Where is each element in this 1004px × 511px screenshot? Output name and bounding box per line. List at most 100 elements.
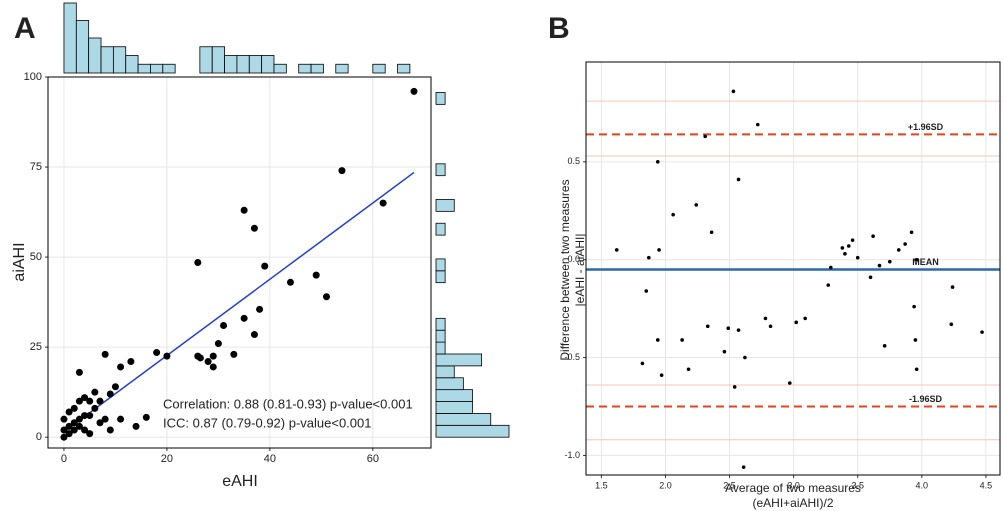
histogram-bar bbox=[199, 46, 213, 74]
data-point bbox=[671, 212, 675, 217]
y-tick-label: 75 bbox=[30, 161, 42, 173]
data-point bbox=[214, 340, 222, 348]
histogram-bar bbox=[435, 270, 446, 284]
y-axis-label: |eAHI - aiAHI| bbox=[573, 234, 587, 307]
data-point bbox=[196, 354, 204, 362]
histogram-bar bbox=[88, 37, 102, 74]
x-tick-label: 40 bbox=[264, 453, 276, 465]
histogram-bar bbox=[261, 55, 275, 74]
histogram-bar bbox=[435, 401, 473, 414]
data-point bbox=[322, 293, 330, 301]
data-point bbox=[70, 404, 78, 412]
data-point bbox=[680, 338, 684, 342]
x-tick-label: 4.0 bbox=[916, 480, 929, 490]
x-tick-label: 60 bbox=[367, 453, 379, 465]
data-point bbox=[846, 244, 851, 248]
data-point bbox=[240, 314, 248, 322]
data-point bbox=[655, 160, 660, 164]
y-tick-label: 100 bbox=[24, 71, 42, 83]
data-point bbox=[703, 134, 708, 139]
x-axis-label: (eAHI+aiAHI)/2 bbox=[752, 496, 833, 510]
data-point bbox=[220, 322, 228, 330]
data-point bbox=[91, 404, 99, 412]
data-point bbox=[209, 352, 217, 360]
data-point bbox=[410, 87, 418, 95]
panel-label: B bbox=[548, 12, 570, 45]
data-point bbox=[81, 412, 89, 420]
data-point bbox=[843, 252, 847, 256]
y-tick-label: 0 bbox=[36, 431, 42, 443]
y-tick-label: -0.5 bbox=[564, 352, 580, 362]
histogram-bar bbox=[63, 2, 77, 74]
histogram-bar bbox=[162, 63, 176, 74]
data-point bbox=[614, 248, 619, 252]
data-point bbox=[379, 199, 387, 207]
data-point bbox=[787, 381, 792, 385]
y-tick-label: -1.0 bbox=[564, 450, 580, 460]
regression-line bbox=[63, 171, 415, 433]
histogram-bar bbox=[248, 55, 263, 74]
data-point bbox=[794, 320, 799, 325]
data-point bbox=[657, 248, 661, 252]
data-point bbox=[81, 426, 89, 434]
histogram-bar bbox=[435, 365, 455, 379]
data-point bbox=[91, 388, 99, 396]
data-point bbox=[127, 358, 135, 366]
reference-label: -1.96SD bbox=[909, 394, 943, 404]
data-point bbox=[117, 415, 125, 423]
histogram-bar bbox=[435, 92, 446, 105]
data-point bbox=[230, 350, 238, 358]
data-point bbox=[240, 206, 248, 214]
annotation: Correlation: 0.88 (0.81-0.93) p-value<0.… bbox=[163, 396, 413, 411]
data-point bbox=[912, 304, 916, 309]
y-tick-label: 0.0 bbox=[567, 254, 580, 264]
data-point bbox=[96, 419, 104, 427]
x-tick-label: 2.5 bbox=[723, 480, 736, 490]
data-point bbox=[75, 368, 83, 376]
x-tick-label: 2.0 bbox=[659, 480, 672, 490]
histogram-bar bbox=[273, 63, 287, 74]
histogram-bar bbox=[435, 222, 446, 236]
histogram-bar bbox=[100, 46, 114, 74]
data-point bbox=[741, 465, 746, 469]
data-point bbox=[70, 426, 78, 434]
data-point bbox=[86, 430, 94, 438]
data-point bbox=[261, 262, 269, 270]
data-point bbox=[286, 278, 294, 286]
data-point bbox=[763, 316, 768, 321]
data-point bbox=[101, 350, 109, 358]
data-point bbox=[909, 230, 914, 235]
data-point bbox=[914, 367, 919, 372]
panel-label: A bbox=[14, 12, 36, 45]
data-point bbox=[803, 316, 807, 321]
histogram-bar bbox=[335, 63, 349, 74]
data-point bbox=[338, 167, 346, 175]
data-point bbox=[163, 352, 171, 360]
data-point bbox=[659, 373, 664, 377]
x-axis-label: Average of two measures bbox=[725, 481, 861, 495]
histogram-bar bbox=[150, 63, 164, 74]
data-point bbox=[65, 430, 73, 438]
reference-label: +1.96SD bbox=[908, 122, 944, 132]
data-point bbox=[132, 422, 140, 430]
x-tick-label: 20 bbox=[161, 453, 173, 465]
data-point bbox=[86, 412, 94, 420]
histogram-bar bbox=[435, 163, 446, 177]
data-point bbox=[731, 89, 736, 94]
data-point bbox=[686, 367, 691, 372]
data-point bbox=[194, 259, 202, 266]
data-point bbox=[65, 408, 73, 416]
data-point bbox=[980, 330, 984, 334]
data-point bbox=[60, 426, 68, 434]
histogram-bar bbox=[125, 55, 139, 74]
histogram-bar bbox=[137, 63, 151, 74]
data-point bbox=[882, 344, 887, 348]
y-axis-label: Difference between two measures bbox=[558, 179, 572, 360]
histogram-bar bbox=[435, 424, 510, 438]
data-point bbox=[250, 224, 258, 232]
data-point bbox=[75, 397, 83, 405]
y-tick-label: 0.5 bbox=[567, 156, 580, 166]
histogram-bar bbox=[435, 329, 446, 343]
data-point bbox=[743, 355, 747, 360]
